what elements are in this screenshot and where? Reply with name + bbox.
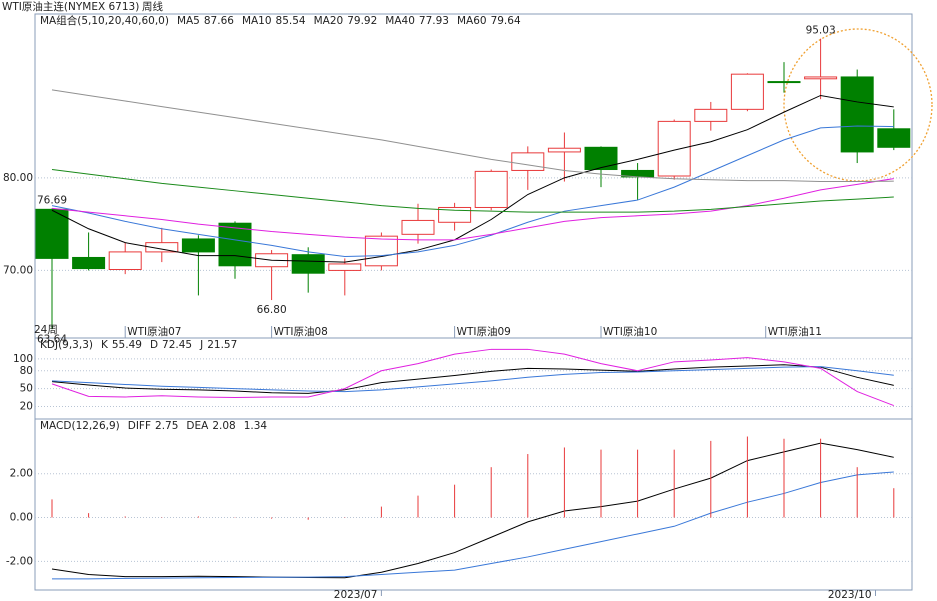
legend-value: 1.34 bbox=[244, 420, 268, 432]
y-tick-label: -2.00 bbox=[6, 555, 33, 567]
x-tick-label: WTI原油10 bbox=[603, 325, 657, 338]
y-tick-label: 20 bbox=[20, 400, 33, 412]
legend-value: 79.64 bbox=[491, 15, 521, 27]
candle-body bbox=[145, 242, 179, 253]
period[interactable]: 周线 bbox=[142, 0, 163, 13]
price-annotation: 63.64 bbox=[37, 333, 67, 345]
candle-body bbox=[694, 108, 728, 122]
legend-name: MA10 bbox=[242, 15, 272, 27]
legend-name: MA20 bbox=[314, 15, 344, 27]
candle-body bbox=[657, 120, 691, 177]
legend-value: 55.49 bbox=[112, 339, 142, 351]
chart-symbol: WTI原油主连(NYMEX 6713) bbox=[2, 0, 139, 13]
legend-name: J bbox=[199, 339, 203, 351]
y-tick-label: 80.00 bbox=[3, 172, 33, 184]
legend-value: 77.93 bbox=[419, 15, 449, 27]
ma-line bbox=[51, 125, 894, 258]
candle-body bbox=[218, 222, 252, 267]
ma-line bbox=[51, 89, 894, 183]
ma-line bbox=[51, 348, 894, 407]
candle-body bbox=[35, 208, 69, 259]
y-tick-label: 50 bbox=[20, 383, 33, 395]
legend-value: 2.75 bbox=[155, 420, 178, 432]
candle-body bbox=[730, 73, 764, 110]
y-tick-label: 2.00 bbox=[10, 468, 33, 480]
legend-name: MA40 bbox=[385, 15, 415, 27]
candle-body bbox=[767, 81, 801, 84]
candle-body bbox=[364, 235, 398, 267]
legend-title: KDJ(9,3,3) bbox=[40, 339, 93, 351]
price-annotation: 95.03 bbox=[806, 25, 836, 37]
ma-line bbox=[51, 442, 894, 579]
ma-line bbox=[51, 178, 894, 241]
ma-line bbox=[51, 169, 894, 213]
legend-value: 79.92 bbox=[347, 15, 377, 27]
x-tick-label: WTI原油09 bbox=[457, 325, 511, 338]
legend-value: 72.45 bbox=[162, 339, 192, 351]
plot-frame bbox=[34, 13, 913, 591]
highlight-circle bbox=[783, 28, 933, 182]
candle-body bbox=[584, 146, 618, 171]
legend-name: MA60 bbox=[457, 15, 487, 27]
candle-body bbox=[438, 206, 472, 223]
ma-line bbox=[51, 94, 894, 263]
legend-value: 87.66 bbox=[204, 15, 234, 27]
x-tick-label: 2023/07 bbox=[334, 589, 378, 601]
legend-value: 21.57 bbox=[207, 339, 237, 351]
candle-body bbox=[108, 251, 142, 270]
legend-name: MA5 bbox=[177, 15, 200, 27]
ma-line bbox=[51, 364, 894, 394]
candle-body bbox=[291, 254, 325, 274]
legend-name: K bbox=[101, 339, 109, 351]
legend-value: 85.54 bbox=[276, 15, 306, 27]
x-tick-label: 2023/10 bbox=[828, 589, 872, 601]
legend-title: MA组合(5,10,20,40,60,0) bbox=[40, 14, 169, 27]
candle-body bbox=[72, 256, 106, 270]
x-tick-label: WTI原油11 bbox=[768, 325, 822, 338]
candle-body bbox=[877, 128, 911, 148]
ma-line bbox=[52, 471, 894, 580]
legend-name: DEA bbox=[186, 420, 209, 432]
x-tick-label: WTI原油07 bbox=[127, 325, 181, 338]
y-tick-label: 0.00 bbox=[10, 512, 33, 524]
x-span-label: 24周 bbox=[34, 324, 58, 336]
price-annotation: 76.69 bbox=[37, 194, 67, 206]
candle-body bbox=[547, 147, 581, 153]
y-tick-label: 70.00 bbox=[3, 264, 33, 276]
candle-body bbox=[181, 238, 215, 253]
candle-body bbox=[511, 152, 545, 171]
y-tick-label: 100 bbox=[13, 353, 33, 365]
candle-body bbox=[474, 170, 508, 208]
candle-body bbox=[328, 263, 362, 271]
price-annotation: 66.80 bbox=[257, 304, 287, 316]
x-tick-label: WTI原油08 bbox=[274, 325, 328, 338]
legend-name: DIFF bbox=[128, 420, 151, 432]
candle-body bbox=[804, 76, 838, 80]
legend-value: 2.08 bbox=[212, 420, 235, 432]
y-tick-label: 80 bbox=[20, 365, 33, 377]
ma-line bbox=[51, 366, 894, 393]
legend-title: MACD(12,26,9) bbox=[40, 420, 120, 432]
candle-body bbox=[401, 219, 435, 235]
legend-name: D bbox=[150, 339, 158, 351]
candle-body bbox=[840, 76, 874, 153]
